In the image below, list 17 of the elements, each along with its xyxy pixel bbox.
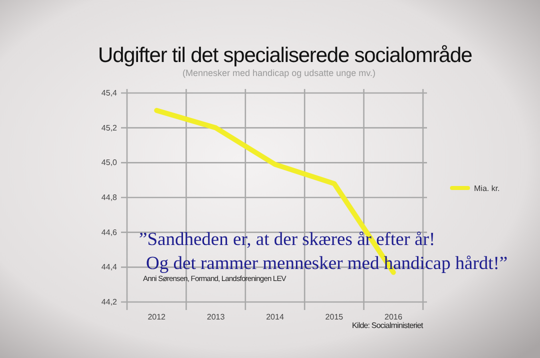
y-tick-label: 45,2 [101,123,118,132]
chart-title: Udgifter til det specialiserede socialområde [98,44,472,67]
y-tick-label: 44,8 [101,193,118,202]
y-tick-label: 44,2 [101,298,118,307]
y-tick-label: 44,6 [101,228,118,237]
y-tick-label: 45,4 [101,88,118,98]
x-tick-label: 2013 [206,312,226,322]
legend-label: Mia. kr. [474,184,500,193]
annotation: ”Sandheden er, at der skæres år efter år! [139,230,436,250]
y-tick-label: 44,4 [101,262,118,272]
x-tick-label: 2014 [266,312,284,322]
x-tick-label: 2015 [325,312,344,322]
x-tick-label: 2016 [384,312,403,322]
y-tick-label: 45,0 [101,158,118,168]
x-tick-label: 2012 [148,312,166,322]
chart-subtitle: (Mennesker med handicap og udsatte unge mv.) [182,68,376,78]
text: Kilde: Socialministeriet [352,321,424,330]
